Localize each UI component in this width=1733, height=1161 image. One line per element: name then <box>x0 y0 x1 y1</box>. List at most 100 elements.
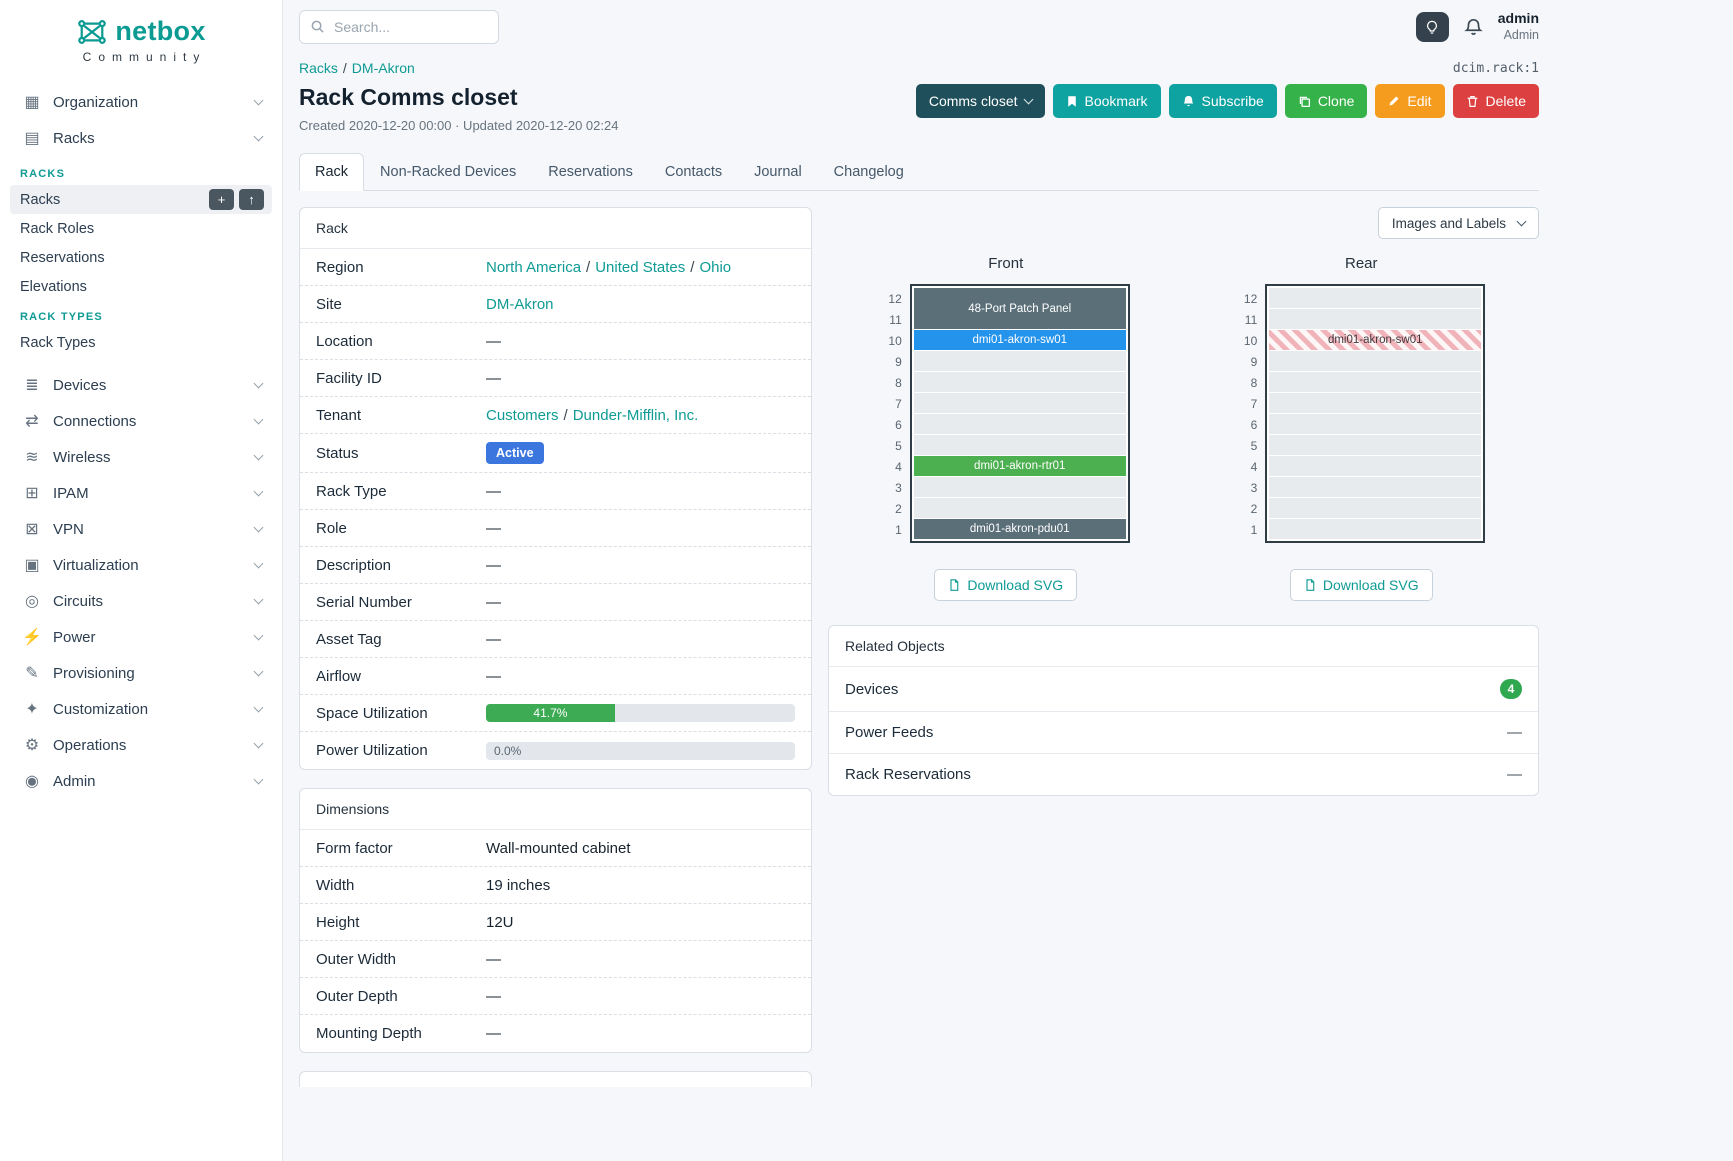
sidebar-item-reservations[interactable]: Reservations <box>10 243 272 272</box>
sidebar-item-label: Power <box>53 628 96 646</box>
related-objects-panel: Related Objects Devices 4 Power Feeds — … <box>828 625 1539 796</box>
rack-slot-empty <box>1269 351 1482 371</box>
rack-device-dmi01-akron-sw01[interactable]: dmi01-akron-sw01 <box>913 330 1126 350</box>
region-link-ohio[interactable]: Ohio <box>699 258 732 276</box>
images-labels-select[interactable]: Images and Labels <box>1377 207 1539 239</box>
rear-elevation: Rear 12 11 10 9 8 7 6 5 4 3 2 1 dmi01-akron-sw01 Do… <box>1237 255 1486 601</box>
attr-row-outer-depth: Outer Depth — <box>300 978 811 1015</box>
rack-device-dmi01-akron-rtr01[interactable]: dmi01-akron-rtr01 <box>913 456 1126 476</box>
dimensions-panel-title: Dimensions <box>300 789 811 830</box>
breadcrumb-link-racks[interactable]: Racks <box>299 60 338 76</box>
sidebar-item-wireless[interactable]: ≋ Wireless <box>10 439 272 475</box>
tab-changelog[interactable]: Changelog <box>833 164 904 180</box>
sidebar-item-provisioning[interactable]: ✎ Provisioning <box>10 655 272 691</box>
sidebar-item-elevations[interactable]: Elevations <box>10 272 272 301</box>
attr-label: Location <box>316 332 373 350</box>
sidebar-item-operations[interactable]: ⚙ Operations <box>10 727 272 763</box>
brand-name: netbox <box>115 16 206 46</box>
subscribe-button[interactable]: Subscribe <box>1168 84 1277 118</box>
sidebar-item-admin[interactable]: ◉ Admin <box>10 763 272 799</box>
tenant-link[interactable]: Dunder-Mifflin, Inc. <box>572 406 699 424</box>
delete-button[interactable]: Delete <box>1452 84 1539 118</box>
search-input[interactable] <box>299 10 499 44</box>
dimensions-panel: Dimensions Form factor Wall-mounted cabi… <box>299 788 812 1053</box>
sidebar-item-power[interactable]: ⚡ Power <box>10 619 272 655</box>
sidebar-item-circuits[interactable]: ◎ Circuits <box>10 583 272 619</box>
unit-number: 7 <box>1250 396 1258 411</box>
page-title: Rack Comms closet <box>299 84 518 110</box>
page-meta: Created 2020-12-20 00:00 · Updated 2020-… <box>299 118 619 133</box>
user-menu[interactable]: admin Admin <box>1498 10 1539 43</box>
rack-device-48-port-patch-panel[interactable]: 48-Port Patch Panel <box>913 288 1126 329</box>
rack-device-dmi01-akron-pdu01[interactable]: dmi01-akron-pdu01 <box>913 519 1126 539</box>
wireless-icon: ≋ <box>25 449 39 466</box>
related-label: Power Feeds <box>845 724 934 741</box>
edit-button[interactable]: Edit <box>1375 84 1445 118</box>
sidebar-item-racks[interactable]: Racks + ↑ <box>10 185 272 214</box>
unit-number: 6 <box>895 417 902 432</box>
tab-journal[interactable]: Journal <box>754 164 802 180</box>
user-role: Admin <box>1503 27 1539 42</box>
unit-number: 8 <box>895 375 902 390</box>
search-icon <box>310 19 325 39</box>
attr-row-airflow: Airflow — <box>300 658 811 695</box>
sidebar-item-rack-types[interactable]: Rack Types <box>10 328 272 357</box>
bell-icon <box>1182 95 1195 108</box>
tab-reservations[interactable]: Reservations <box>548 164 633 180</box>
space-utilization-text: 41.7% <box>533 706 568 720</box>
related-row-power-feeds[interactable]: Power Feeds — <box>829 712 1538 754</box>
sidebar-item-connections[interactable]: ⇄ Connections <box>10 403 272 439</box>
attr-label: Tenant <box>316 406 362 424</box>
clone-button[interactable]: Clone <box>1284 84 1368 118</box>
bookmark-button[interactable]: Bookmark <box>1052 84 1161 118</box>
trash-icon <box>1466 95 1479 108</box>
file-icon <box>1304 578 1316 592</box>
import-rack-button[interactable]: ↑ <box>239 189 264 210</box>
download-svg-front-button[interactable]: Download SVG <box>934 569 1078 601</box>
tab-contacts[interactable]: Contacts <box>664 164 723 180</box>
rack-slot-empty <box>1269 393 1482 413</box>
sidebar-item-devices[interactable]: ≣ Devices <box>10 367 272 403</box>
admin-icon: ◉ <box>25 773 39 790</box>
copy-icon <box>1298 95 1311 108</box>
sidebar-item-rack-roles[interactable]: Rack Roles <box>10 214 272 243</box>
notifications-bell-icon[interactable] <box>1464 18 1483 37</box>
sidebar-item-ipam[interactable]: ⊞ IPAM <box>10 475 272 511</box>
sidebar-item-customization[interactable]: ✦ Customization <box>10 691 272 727</box>
images-labels-label: Images and Labels <box>1391 215 1506 231</box>
tab-non-racked-devices[interactable]: Non-Racked Devices <box>380 164 517 180</box>
status-badge: Active <box>486 442 544 464</box>
rear-elevation-title: Rear <box>1344 255 1378 272</box>
region-link-united-states[interactable]: United States <box>595 258 686 276</box>
attr-label: Facility ID <box>316 369 382 387</box>
related-row-rack-reservations[interactable]: Rack Reservations — <box>829 754 1538 795</box>
attr-label: Asset Tag <box>316 630 382 648</box>
sidebar-item-label: Rack Types <box>20 334 96 351</box>
unit-number: 2 <box>1250 501 1258 516</box>
sidebar-item-virtualization[interactable]: ▣ Virtualization <box>10 547 272 583</box>
region-link-north-america[interactable]: North America <box>486 258 582 276</box>
related-row-devices[interactable]: Devices 4 <box>829 667 1538 712</box>
chevron-down-icon <box>253 666 264 676</box>
sidebar-item-racks[interactable]: ▤ Racks <box>10 120 272 156</box>
brand[interactable]: netbox Community <box>0 0 282 74</box>
sidebar-item-vpn[interactable]: ⊠ VPN <box>10 511 272 547</box>
download-svg-rear-button[interactable]: Download SVG <box>1289 569 1433 601</box>
attr-label: Width <box>316 876 355 894</box>
unit-number: 1 <box>1250 522 1258 537</box>
tenant-group-link[interactable]: Customers <box>486 406 559 424</box>
add-rack-button[interactable]: + <box>209 189 234 210</box>
breadcrumb-link-site[interactable]: DM-Akron <box>351 60 415 76</box>
sidebar-item-organization[interactable]: ▦ Organization <box>10 84 272 120</box>
devices-icon: ≣ <box>25 377 39 394</box>
attr-label: Outer Width <box>316 950 397 968</box>
site-link[interactable]: DM-Akron <box>486 295 554 313</box>
breadcrumb: Racks / DM-Akron dcim.rack:1 <box>283 52 1555 76</box>
rack-slot-empty <box>913 498 1126 518</box>
attr-label: Rack Type <box>316 482 387 500</box>
rack-slot-empty <box>913 393 1126 413</box>
rack-device-dmi01-akron-sw01[interactable]: dmi01-akron-sw01 <box>1269 330 1482 350</box>
object-name-dropdown-button[interactable]: Comms closet <box>915 84 1045 118</box>
theme-toggle-button[interactable] <box>1415 12 1449 42</box>
tab-rack[interactable]: Rack <box>299 153 365 191</box>
